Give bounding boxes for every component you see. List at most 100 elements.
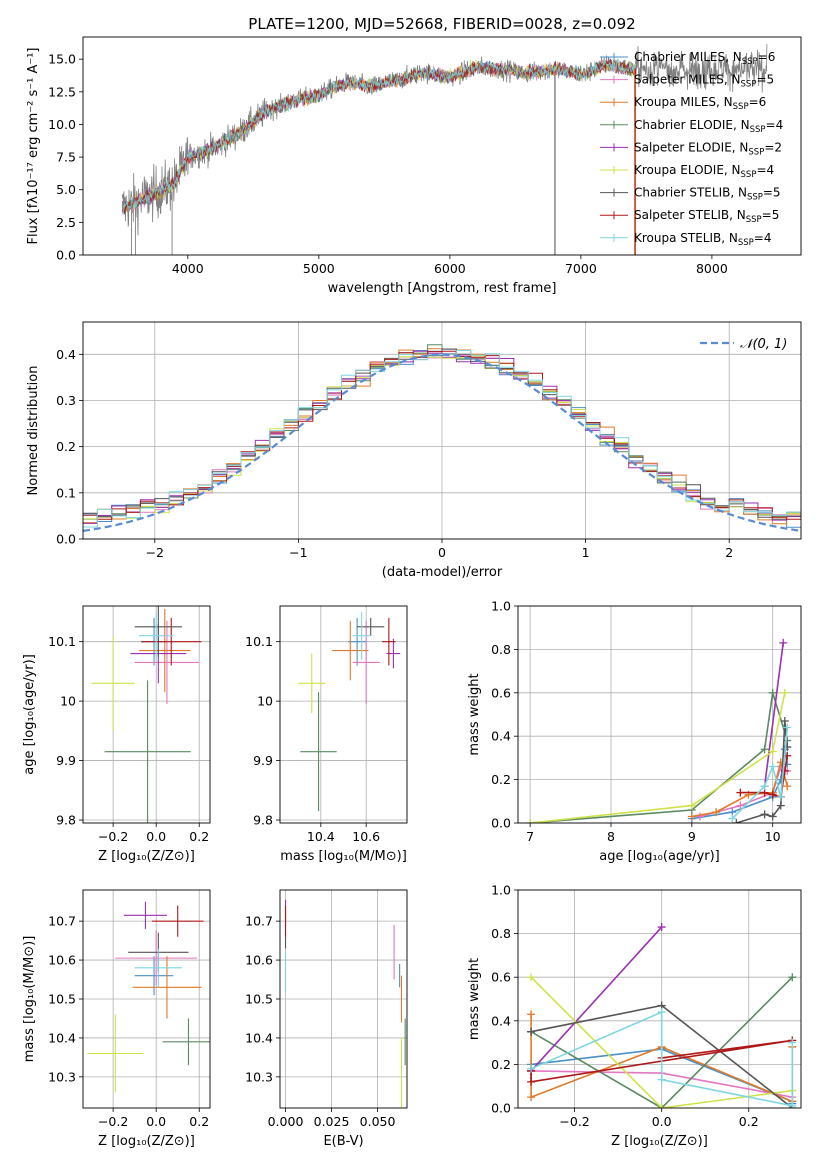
y-tick-label: 9.8: [56, 813, 76, 828]
plot-area: [284, 899, 406, 1108]
legend-label-kroupa_elodie: Kroupa ELODIE, NSSP=4: [634, 163, 774, 180]
legend-label-kroupa_miles: Kroupa MILES, NSSP=6: [634, 95, 766, 112]
x-tick-label: 0.0: [146, 829, 166, 844]
y-tick-label: 9.8: [253, 813, 273, 828]
panel-age_vs_Z: −0.2 0.0 0.2 9.8 9.9 10 10.1 Z [log₁₀(Z/Z⊙)] age…: [22, 605, 211, 864]
y-tick-label: 10.7: [48, 914, 76, 929]
x-tick-label: 0.0: [146, 1114, 166, 1129]
marker-salpeter_miles: [736, 801, 745, 810]
legend-text: Chabrier MILES, N: [634, 50, 742, 64]
panel-mass_weight_vs_age: 7 8 9 10 0.0 0.2 0.4 0.6 0.8 1.0 age [log₁₀(age/yr…: [467, 599, 802, 864]
y-tick-label: 10.5: [48, 992, 76, 1007]
legend-text: Kroupa STELIB, N: [634, 231, 738, 245]
x-tick-label: 8000: [696, 261, 728, 276]
legend-suffix: =4: [756, 163, 774, 177]
marker-chabrier_elodie: [760, 745, 769, 754]
legend-label-chabrier_elodie: Chabrier ELODIE, NSSP=4: [634, 118, 783, 135]
series-chabrier_elodie: [530, 976, 793, 1108]
marker-chabrier_elodie: [788, 973, 797, 982]
y-tick-label: 0.6: [491, 970, 511, 985]
x-tick-label: 0.2: [189, 829, 209, 844]
marker-kroupa_stelib: [728, 814, 737, 823]
y-tick-label: 1.0: [491, 883, 511, 898]
panel-spectrum: 4000 5000 6000 7000 8000 0.0 2.5 5.0 7.5 10.0 12.5…: [26, 15, 802, 296]
x-axis-label: (data-model)/error: [382, 565, 503, 580]
legend-text: Kroupa MILES, N: [634, 95, 733, 109]
legend-subscript: SSP: [747, 193, 763, 203]
x-tick-label: 0: [438, 545, 446, 560]
panel-residuals: −2 −1 0 1 2 0.0 0.1 0.2 0.3 0.4 (data-model)/error…: [26, 321, 802, 580]
y-axis-label: mass [log₁₀(M/M⊙)]: [22, 936, 37, 1063]
marker-kroupa_miles: [783, 782, 792, 791]
y-tick-label: 0.2: [491, 1057, 511, 1072]
x-axis-label: Z [log₁₀(Z/Z⊙)]: [98, 849, 195, 864]
y-tick-label: 0.8: [491, 926, 511, 941]
legend-label-normal: 𝒩(0, 1): [740, 337, 787, 352]
axes-frame: [82, 605, 211, 824]
x-tick-label: 10.6: [352, 829, 380, 844]
x-tick-label: −1: [289, 545, 307, 560]
marker-salpeter_elodie: [779, 638, 788, 647]
legend-suffix: =5: [756, 73, 774, 87]
legend-suffix: =5: [762, 208, 780, 222]
marker-chabrier_elodie: [768, 688, 777, 697]
marker-kroupa_miles: [527, 1093, 536, 1102]
x-tick-label: 0.0: [652, 1114, 672, 1129]
marker-kroupa_elodie: [687, 801, 696, 810]
y-axis-label: Normed distribution: [26, 366, 41, 496]
y-tick-label: 0.0: [491, 816, 511, 831]
x-tick-label: 10: [765, 829, 781, 844]
axes-frame: [279, 605, 408, 824]
y-tick-label: 10.5: [245, 992, 273, 1007]
legend-subscript: SSP: [741, 80, 757, 90]
legend-text: Chabrier STELIB, N: [634, 186, 747, 200]
y-tick-label: 10.1: [48, 634, 76, 649]
x-axis-label: Z [log₁₀(Z/Z⊙)]: [611, 1134, 708, 1149]
y-tick-label: 2.5: [56, 215, 76, 230]
legend-text: Kroupa ELODIE, N: [634, 163, 741, 177]
y-tick-label: 10.6: [48, 953, 76, 968]
panel-age_vs_mass: 10.4 10.6 9.8 9.9 10 10.1 mass [log₁₀(M/M⊙)]: [245, 605, 408, 864]
legend-suffix: =6: [758, 50, 776, 64]
marker-salpeter_stelib: [527, 1077, 536, 1086]
y-tick-label: 15.0: [48, 52, 76, 67]
marker-chabrier_stelib: [768, 812, 777, 821]
y-tick-label: 0.2: [56, 439, 76, 454]
y-axis-label: Flux [fλ10⁻¹⁷ erg cm⁻² s⁻¹ A⁻¹]: [26, 48, 41, 245]
y-axis-label: mass weight: [467, 958, 482, 1040]
y-tick-label: 0.0: [491, 1101, 511, 1116]
legend-subscript: SSP: [738, 238, 754, 248]
axes-frame: [517, 605, 802, 824]
plot-area: [298, 611, 401, 812]
y-axis-label: age [log₁₀(age/yr)]: [22, 654, 37, 775]
x-axis-label: E(B-V): [323, 1134, 363, 1149]
y-tick-label: 1.0: [491, 599, 511, 614]
legend-subscript: SSP: [750, 125, 766, 135]
x-tick-label: 8: [607, 829, 615, 844]
x-tick-label: 1: [582, 545, 590, 560]
y-tick-label: 12.5: [48, 84, 76, 99]
marker-kroupa_stelib: [783, 723, 792, 732]
y-tick-label: 10.4: [48, 1030, 76, 1045]
marker-kroupa_elodie: [527, 973, 536, 982]
legend-subscript: SSP: [733, 102, 749, 112]
y-axis-label: mass weight: [467, 673, 482, 755]
y-tick-label: 0.2: [491, 772, 511, 787]
marker-chabrier_stelib: [783, 743, 792, 752]
y-tick-label: 0.8: [491, 642, 511, 657]
marker-chabrier_stelib: [732, 819, 741, 823]
x-tick-label: 9: [688, 829, 696, 844]
legend: 𝒩(0, 1): [700, 337, 787, 352]
legend-label-chabrier_miles: Chabrier MILES, NSSP=6: [634, 50, 775, 67]
marker-chabrier_stelib: [780, 717, 789, 726]
y-tick-label: 10.6: [245, 953, 273, 968]
legend-label-salpeter_elodie: Salpeter ELODIE, NSSP=2: [634, 140, 782, 157]
hist-kroupa_elodie: [83, 355, 801, 520]
marker-kroupa_stelib: [788, 1101, 797, 1108]
panel-mass_vs_EBV: 0.000 0.025 0.050 10.3 10.4 10.5 10.6 10.7 E(B-V…: [245, 889, 408, 1149]
y-tick-label: 9.9: [56, 753, 76, 768]
legend-text: Salpeter STELIB, N: [634, 208, 746, 222]
x-tick-label: 0.025: [314, 1114, 350, 1129]
